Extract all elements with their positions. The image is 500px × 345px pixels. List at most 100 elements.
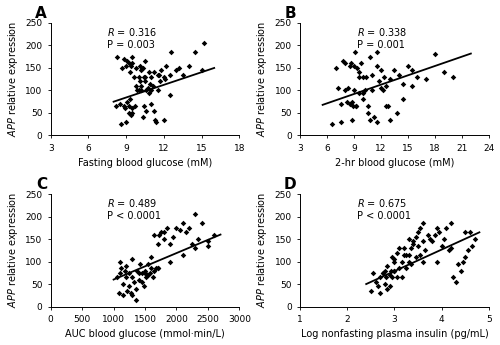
Point (407, 245, 415, 251)
Point (350, 63, 358, 68)
Point (393, 110, 401, 116)
Point (359, 74, 367, 80)
Point (179, 220, 187, 226)
Point (179, 252, 187, 258)
Point (134, 88, 142, 93)
Point (402, 252, 410, 258)
Point (390, 268, 398, 273)
Point (150, 70, 158, 75)
Point (382, 83, 390, 89)
X-axis label: AUC blood glucose (mmol·min/L): AUC blood glucose (mmol·min/L) (65, 329, 225, 339)
Point (384, 286, 392, 291)
Point (166, 241, 174, 246)
Point (386, 272, 394, 278)
Point (357, 61, 365, 66)
Point (121, 106, 129, 111)
Point (408, 83, 416, 89)
Point (146, 270, 154, 276)
Point (150, 268, 158, 273)
Point (350, 88, 358, 93)
Point (198, 220, 205, 226)
Point (421, 248, 429, 253)
Point (377, 86, 385, 91)
Point (128, 61, 136, 66)
Point (198, 68, 205, 73)
Point (407, 261, 415, 267)
Point (116, 259, 124, 264)
Point (334, 86, 342, 91)
Point (146, 81, 154, 87)
Point (117, 121, 125, 127)
Point (388, 254, 396, 260)
Point (336, 101, 344, 107)
Point (438, 243, 446, 249)
Point (419, 238, 427, 244)
Point (386, 284, 394, 289)
Point (130, 279, 138, 285)
Point (192, 245, 200, 251)
Point (160, 229, 168, 235)
Point (122, 63, 130, 68)
Point (168, 49, 175, 55)
Point (150, 108, 158, 114)
Point (404, 252, 412, 258)
Point (378, 270, 386, 276)
Point (112, 104, 120, 109)
Point (116, 270, 124, 276)
Point (382, 275, 390, 280)
Point (166, 72, 174, 78)
Point (148, 74, 156, 80)
Text: $R$ = 0.675
P < 0.0001: $R$ = 0.675 P < 0.0001 (357, 197, 411, 221)
Point (134, 277, 142, 282)
Point (166, 92, 174, 98)
Point (395, 72, 403, 78)
Point (366, 54, 374, 59)
Point (140, 284, 148, 289)
Point (138, 279, 146, 285)
Point (367, 288, 375, 294)
Point (120, 56, 128, 62)
Point (404, 259, 412, 264)
Point (384, 104, 392, 109)
Point (182, 229, 190, 235)
Point (120, 104, 128, 109)
Point (144, 86, 152, 91)
Point (410, 241, 418, 246)
Point (142, 275, 150, 280)
Point (340, 58, 347, 64)
Point (372, 63, 380, 68)
Point (408, 68, 416, 73)
Point (128, 275, 136, 280)
Text: A: A (35, 6, 47, 21)
Point (124, 110, 132, 116)
Point (368, 88, 376, 93)
Point (381, 281, 389, 287)
Point (390, 268, 398, 273)
Point (328, 121, 336, 127)
Point (154, 88, 162, 93)
Y-axis label: $\mathit{APP}$ relative expression: $\mathit{APP}$ relative expression (6, 192, 20, 308)
Text: B: B (285, 6, 296, 21)
X-axis label: Log nonfasting plasma insulin (pg/mL): Log nonfasting plasma insulin (pg/mL) (300, 329, 488, 339)
Point (126, 70, 134, 75)
Y-axis label: $\mathit{APP}$ relative expression: $\mathit{APP}$ relative expression (6, 21, 20, 137)
Point (400, 245, 408, 251)
Point (156, 79, 164, 84)
Point (454, 261, 462, 267)
Point (152, 266, 160, 271)
Point (170, 234, 177, 239)
Point (134, 74, 142, 80)
Point (412, 234, 420, 239)
Point (200, 40, 208, 46)
Y-axis label: $\mathit{APP}$ relative expression: $\mathit{APP}$ relative expression (255, 21, 269, 137)
Point (138, 65, 146, 71)
Point (468, 243, 476, 249)
Point (160, 74, 168, 80)
Point (156, 229, 164, 235)
Point (141, 58, 149, 64)
Point (175, 65, 183, 71)
Point (359, 90, 367, 96)
Point (386, 117, 394, 122)
Point (449, 74, 457, 80)
Point (450, 275, 458, 280)
